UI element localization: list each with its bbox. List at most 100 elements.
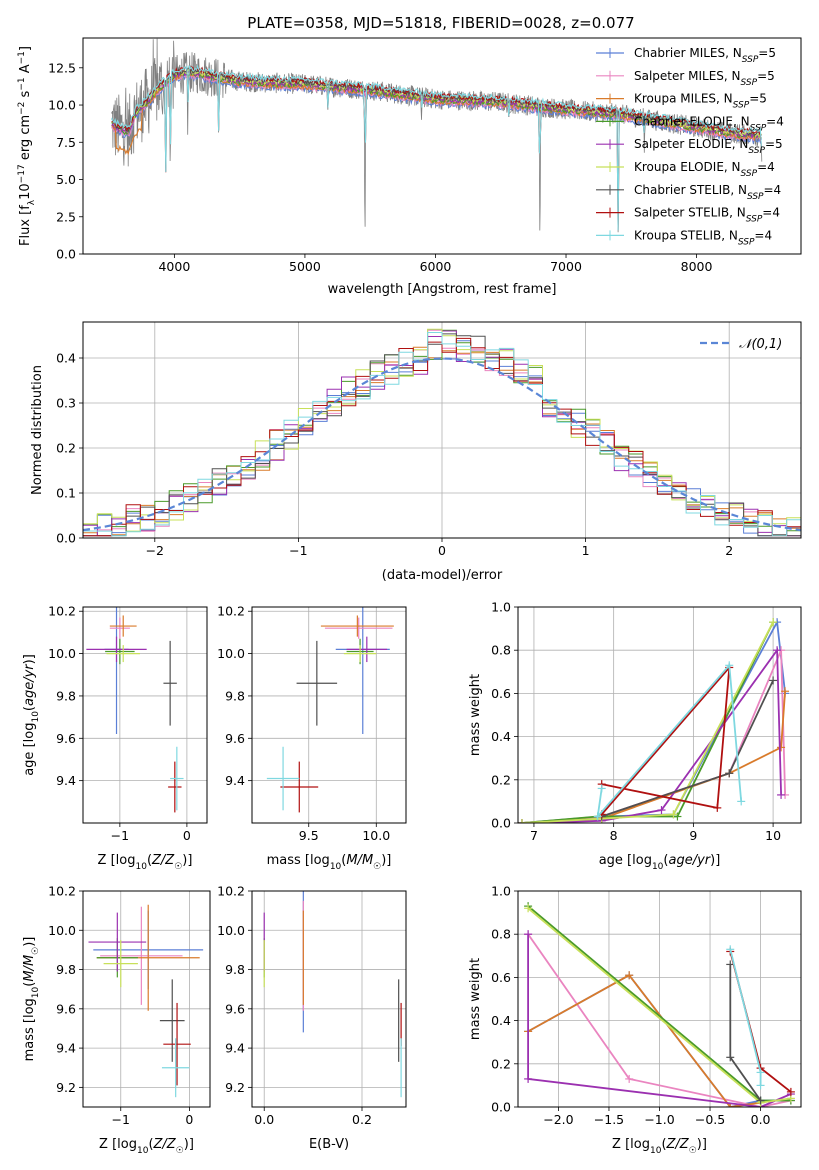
x-tick-label: 5000 bbox=[289, 259, 321, 274]
x-tick-label: 9 bbox=[689, 828, 697, 843]
y-axis-label: age [log10(age/yr)] bbox=[22, 654, 41, 776]
y-tick-label: 0.0 bbox=[491, 816, 511, 831]
panel-data bbox=[263, 891, 402, 1098]
y-tick-label: 5.0 bbox=[56, 172, 76, 187]
y-axis-label: mass weight bbox=[468, 958, 483, 1040]
y-tick-label: 0.2 bbox=[491, 772, 511, 787]
axes-layer bbox=[79, 37, 802, 1111]
gaussian-curve bbox=[83, 357, 801, 532]
y-tick-label: 9.8 bbox=[225, 688, 245, 703]
grid-layer bbox=[83, 322, 801, 1108]
model-spectrum-line bbox=[111, 64, 762, 231]
legend-entry: Kroupa ELODIE, NSSP=4 bbox=[634, 160, 775, 179]
x-axis-label: Z [log10(Z/Z☉)] bbox=[99, 1137, 194, 1156]
y-tick-label: 0.3 bbox=[56, 396, 76, 411]
massweight-line bbox=[521, 619, 786, 823]
x-tick-label: 9.5 bbox=[299, 828, 319, 843]
x-tick-label: −1.5 bbox=[594, 1112, 624, 1127]
x-tick-label: 0.2 bbox=[352, 1112, 372, 1127]
legend-entry: Salpeter MILES, NSSP=5 bbox=[634, 69, 775, 88]
x-tick-label: 2 bbox=[725, 543, 733, 558]
legend-entry: Chabrier ELODIE, NSSP=4 bbox=[634, 114, 784, 133]
y-tick-label: 0.6 bbox=[491, 970, 511, 985]
x-tick-label: 7000 bbox=[550, 259, 582, 274]
x-tick-label: 8 bbox=[610, 828, 618, 843]
y-tick-label: 0.6 bbox=[491, 686, 511, 701]
y-tick-label: 0.4 bbox=[491, 1013, 511, 1028]
y-tick-label: 10.0 bbox=[48, 98, 76, 113]
y-tick-label: 0.0 bbox=[56, 531, 76, 546]
y-tick-label: 0.4 bbox=[56, 351, 76, 366]
x-tick-label: 0.0 bbox=[751, 1112, 771, 1127]
figure-title: PLATE=0358, MJD=51818, FIBERID=0028, z=0… bbox=[247, 14, 634, 32]
y-axis-label: mass [log10(M/M☉)] bbox=[22, 937, 41, 1062]
panel-data bbox=[86, 607, 184, 813]
y-tick-label: 9.4 bbox=[225, 1041, 245, 1056]
x-tick-label: −1 bbox=[112, 1112, 130, 1127]
y-tick-label: 12.5 bbox=[48, 60, 76, 75]
y-tick-label: 10.2 bbox=[217, 604, 245, 619]
y-axis-label: Flux [fλ10−17 erg cm−2 s−1 A−1] bbox=[17, 46, 37, 246]
panel-data bbox=[266, 607, 394, 813]
x-tick-label: −1.0 bbox=[644, 1112, 674, 1127]
massweight-line bbox=[521, 691, 786, 823]
x-tick-label: −2 bbox=[146, 543, 164, 558]
x-tick-label: 7 bbox=[530, 828, 538, 843]
y-tick-label: 10.2 bbox=[48, 604, 76, 619]
x-tick-label: 4000 bbox=[158, 259, 190, 274]
y-tick-label: 9.2 bbox=[56, 1080, 76, 1095]
massweight-line bbox=[521, 621, 774, 823]
y-tick-label: 9.4 bbox=[56, 773, 76, 788]
y-tick-label: 9.2 bbox=[225, 1080, 245, 1095]
model-spectrum-line bbox=[111, 72, 762, 142]
y-tick-label: 0.4 bbox=[491, 729, 511, 744]
y-tick-label: 0.8 bbox=[491, 643, 511, 658]
y-tick-label: 1.0 bbox=[491, 884, 511, 899]
y-tick-label: 9.8 bbox=[225, 962, 245, 977]
x-axis-label: Z [log10(Z/Z☉)] bbox=[612, 1137, 707, 1156]
model-spectrum-line bbox=[111, 74, 762, 145]
x-tick-label: −0.5 bbox=[695, 1112, 725, 1127]
y-tick-label: 10.2 bbox=[217, 884, 245, 899]
y-tick-label: 2.5 bbox=[56, 209, 76, 224]
legend-entry: Salpeter ELODIE, NSSP=5 bbox=[634, 137, 783, 156]
x-axis-label: wavelength [Angstrom, rest frame] bbox=[328, 282, 557, 297]
panel-data bbox=[518, 618, 790, 823]
x-tick-label: 0 bbox=[183, 828, 191, 843]
massweight-line bbox=[527, 933, 792, 1107]
legend-entry: Chabrier STELIB, NSSP=4 bbox=[634, 183, 781, 202]
y-tick-label: 0.2 bbox=[56, 441, 76, 456]
y-tick-label: 1.0 bbox=[491, 600, 511, 615]
legend-entry: Kroupa MILES, NSSP=5 bbox=[634, 92, 767, 111]
panel-frame bbox=[517, 606, 802, 824]
panel-data bbox=[88, 904, 204, 1098]
x-axis-label: E(B-V) bbox=[309, 1137, 349, 1152]
x-tick-label: 6000 bbox=[420, 259, 452, 274]
y-tick-label: 9.6 bbox=[225, 731, 245, 746]
panel-frame bbox=[82, 606, 208, 824]
panel-frame bbox=[251, 890, 407, 1108]
y-axis-label: Normed distribution bbox=[30, 365, 45, 495]
text-layer: 4000 5000 6000 7000 80000.02.55.07.510.012.5… bbox=[17, 46, 784, 1156]
y-tick-label: 0.1 bbox=[56, 486, 76, 501]
massweight-line bbox=[601, 664, 731, 815]
legend-entry: Chabrier MILES, NSSP=5 bbox=[634, 46, 776, 65]
y-tick-label: 0.8 bbox=[491, 927, 511, 942]
x-axis-label: mass [log10(M/M☉)] bbox=[267, 853, 392, 872]
histogram-step bbox=[83, 332, 801, 537]
panel-frame bbox=[82, 890, 211, 1108]
y-tick-label: 10.2 bbox=[48, 884, 76, 899]
x-tick-label: 1 bbox=[582, 543, 590, 558]
x-tick-label: 0 bbox=[438, 543, 446, 558]
massweight-line bbox=[596, 663, 743, 820]
massweight-line bbox=[527, 974, 761, 1107]
x-tick-label: 10.0 bbox=[362, 828, 390, 843]
panel-data bbox=[111, 38, 763, 233]
x-tick-label: 0 bbox=[185, 1112, 193, 1127]
y-tick-label: 9.6 bbox=[56, 731, 76, 746]
legend-entry: Salpeter STELIB, NSSP=4 bbox=[634, 206, 780, 225]
panel-data bbox=[524, 902, 795, 1107]
x-tick-label: 10 bbox=[765, 828, 781, 843]
data-layer bbox=[83, 38, 801, 1107]
y-tick-label: 9.4 bbox=[56, 1041, 76, 1056]
